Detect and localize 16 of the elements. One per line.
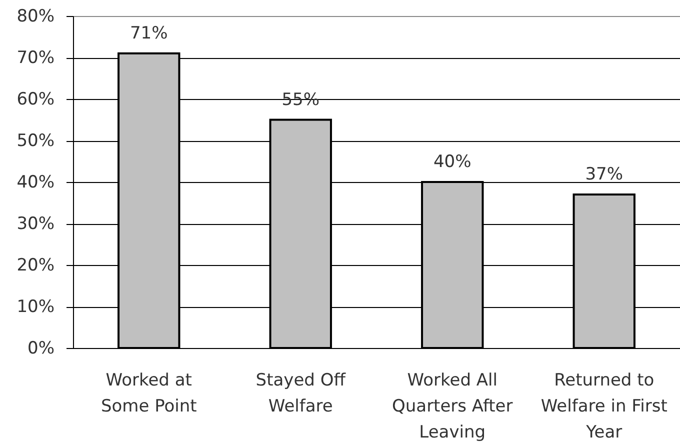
data-label: 40% (433, 152, 472, 172)
y-tick-label: 0% (28, 338, 54, 358)
y-tick-label: 50% (16, 131, 54, 151)
y-tick-label: 60% (16, 90, 54, 110)
y-tick-label: 80% (16, 6, 54, 26)
y-tick-label: 20% (16, 256, 54, 276)
x-tick-label: Worked All Quarters After Leaving (392, 370, 513, 442)
x-tick-label: Worked at Some Point (100, 370, 198, 416)
y-tick-label: 40% (16, 172, 54, 192)
data-label: 37% (585, 164, 624, 184)
x-tick-label: Stayed Off Welfare (256, 370, 347, 416)
data-label: 71% (130, 23, 168, 44)
x-tick-label: Returned to Welfare in First Year (540, 370, 668, 442)
y-tick-label: 70% (16, 48, 54, 68)
y-tick-label: 10% (16, 297, 54, 317)
y-tick-label: 30% (16, 214, 54, 234)
